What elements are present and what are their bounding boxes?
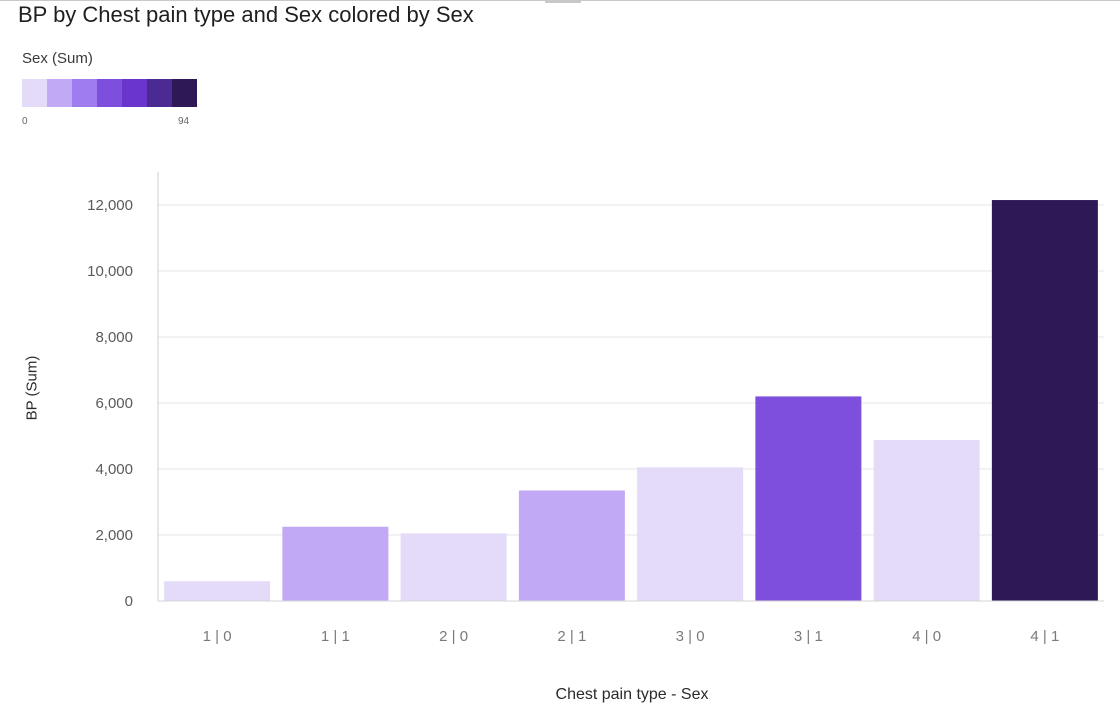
legend-min-label: 0 <box>22 116 28 127</box>
x-axis-title: Chest pain type - Sex <box>555 686 709 703</box>
bar-4-1 <box>991 200 1098 602</box>
chart-title: BP by Chest pain type and Sex colored by… <box>18 2 474 27</box>
bar-1-0 <box>164 581 271 601</box>
bar-3-0 <box>637 467 744 601</box>
legend-swatch-0 <box>22 79 47 107</box>
color-legend-scale <box>22 79 197 107</box>
bar-2-0 <box>400 533 507 601</box>
legend-swatch-5 <box>147 79 172 107</box>
legend-max-label: 94 <box>178 116 190 127</box>
x-tick-label: 1 | 0 <box>203 628 232 645</box>
y-tick-label: 10,000 <box>87 263 133 280</box>
bar-2-1 <box>518 490 625 601</box>
x-tick-label: 4 | 0 <box>912 628 941 645</box>
y-tick-label: 8,000 <box>95 329 133 346</box>
y-tick-label: 6,000 <box>95 395 133 412</box>
x-tick-label: 2 | 1 <box>557 628 586 645</box>
bar-1-1 <box>282 526 389 601</box>
y-tick-label: 2,000 <box>95 527 133 544</box>
x-tick-label: 4 | 1 <box>1030 628 1059 645</box>
legend-title: Sex (Sum) <box>22 50 93 67</box>
legend-swatch-6 <box>172 79 197 107</box>
bar-3-1 <box>755 396 862 601</box>
legend-swatch-4 <box>122 79 147 107</box>
x-tick-label: 1 | 1 <box>321 628 350 645</box>
bar-4-0 <box>873 439 980 601</box>
x-tick-label: 3 | 0 <box>676 628 705 645</box>
y-tick-label: 12,000 <box>87 197 133 214</box>
legend-swatch-3 <box>97 79 122 107</box>
x-tick-label: 3 | 1 <box>794 628 823 645</box>
legend-swatch-1 <box>47 79 72 107</box>
y-tick-label: 4,000 <box>95 461 133 478</box>
y-axis-title: BP (Sum) <box>23 355 41 421</box>
y-tick-label: 0 <box>125 593 133 610</box>
legend-swatch-2 <box>72 79 97 107</box>
title-tab-marker <box>545 0 581 3</box>
x-tick-label: 2 | 0 <box>439 628 468 645</box>
